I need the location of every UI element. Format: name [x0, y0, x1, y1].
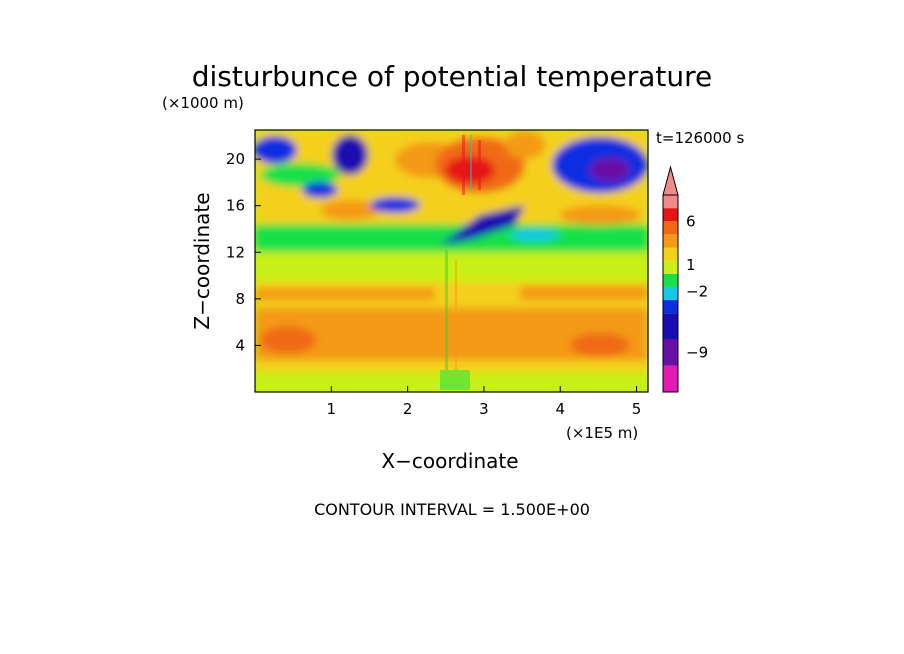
x-axis-label: X−coordinate [381, 449, 518, 473]
stripe [440, 370, 470, 390]
stripe [445, 250, 448, 390]
x-tick-label: 2 [403, 400, 413, 418]
colorbar-segment [663, 247, 678, 261]
chart-title: disturbunce of potential temperature [192, 60, 713, 93]
upper-blue-3 [370, 197, 420, 213]
colorbar-segment [663, 339, 678, 366]
colorbar-label: 6 [686, 212, 696, 230]
upper-blue-mid [332, 135, 368, 175]
colorbar-segment [663, 313, 678, 340]
x-tick-label: 4 [555, 400, 565, 418]
upper-blue-left [255, 136, 297, 164]
y-axis-label: Z−coordinate [190, 192, 214, 329]
colorbar-extend-arrow [662, 165, 679, 196]
y-tick-label: 16 [226, 197, 245, 215]
colorbar-segment [663, 273, 678, 287]
heatmap-field [255, 130, 648, 392]
y-unit-label: (×1000 m) [162, 94, 244, 112]
band-mid-orange-left [255, 288, 435, 300]
upper-green-1 [260, 163, 340, 187]
stripe [478, 140, 481, 190]
x-unit-label: (×1E5 m) [566, 424, 638, 442]
cold-core-right [590, 158, 630, 182]
colorbar-segment [663, 234, 678, 248]
upper-blue-2 [302, 182, 338, 198]
x-tick-label: 1 [327, 400, 337, 418]
band-yellow [255, 250, 648, 282]
y-tick-label: 4 [235, 336, 245, 354]
upper-orange-3 [505, 131, 545, 159]
colorbar: 6 1 −2 −9 [662, 165, 708, 393]
colorbar-label: 1 [686, 256, 696, 274]
stripe [470, 135, 472, 190]
stripe [455, 260, 457, 390]
time-label: t=126000 s [656, 129, 744, 147]
colorbar-segment [663, 365, 678, 392]
contour-interval-label: CONTOUR INTERVAL = 1.500E+00 [314, 500, 590, 519]
upper-cyan [510, 229, 560, 241]
striations [440, 135, 481, 390]
band-mid-orange-right [520, 286, 648, 300]
upper-orange-4 [560, 205, 640, 225]
colorbar-label: −9 [686, 344, 708, 362]
y-tick-label: 12 [226, 243, 245, 261]
y-tick-label: 20 [226, 150, 245, 168]
x-tick-label: 5 [632, 400, 642, 418]
cold-core-upper [440, 205, 525, 245]
stripe [462, 135, 465, 195]
upper-orange-1 [320, 200, 380, 220]
colorbar-label: −2 [686, 282, 708, 300]
colorbar-frame [662, 194, 679, 393]
x-tick-label: 3 [479, 400, 489, 418]
colorbar-segment [663, 300, 678, 314]
colorbar-segment [663, 286, 678, 301]
plot-frame [254, 129, 649, 393]
colorbar-segment [663, 208, 678, 222]
warm-spot-right [570, 333, 630, 357]
colorbar-segment [663, 221, 678, 235]
colorbar-segment [663, 260, 678, 274]
warm-spot-left [260, 326, 316, 354]
colorbar-segment [663, 195, 678, 209]
y-tick-label: 8 [235, 290, 245, 308]
